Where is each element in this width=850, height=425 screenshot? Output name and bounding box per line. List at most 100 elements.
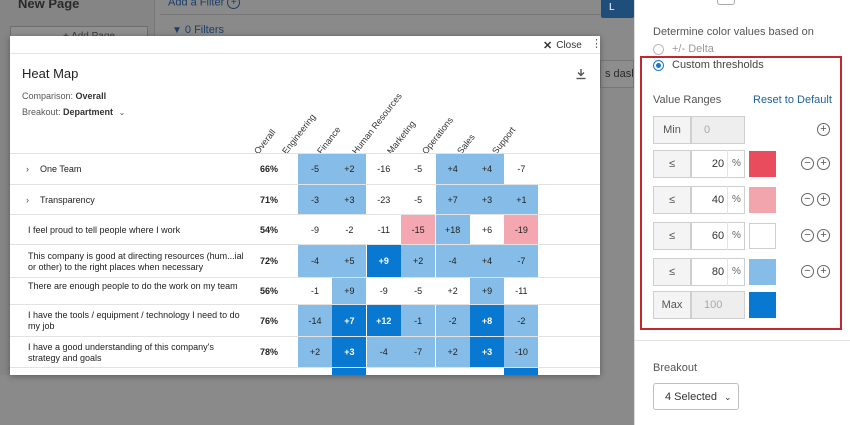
heat-map-cell: -1: [298, 278, 333, 305]
settings-panel: Determine color values based on +/- Delt…: [634, 0, 850, 425]
remove-circle-icon[interactable]: −: [801, 193, 814, 206]
color-swatch[interactable]: [749, 151, 776, 177]
range-operator: Max: [653, 291, 691, 319]
table-row: I have a good understanding of this comp…: [10, 336, 600, 368]
heat-map-cell: -5: [401, 185, 437, 215]
remove-circle-icon[interactable]: −: [801, 157, 814, 170]
radio-custom-label: Custom thresholds: [672, 59, 764, 71]
column-header: Finance: [315, 124, 343, 156]
table-row[interactable]: › One Team 66% -5 +2 -16 -5 +4 +4 -7: [10, 153, 600, 185]
heat-map-cell: +4: [435, 154, 471, 185]
table-row[interactable]: › Transparency 71% -3 +3 -23 -5 +7 +3 +1: [10, 184, 600, 215]
row-label[interactable]: › One Team: [26, 164, 244, 175]
percent-symbol: %: [727, 150, 745, 178]
heat-map-title: Heat Map: [22, 66, 79, 81]
breakout-value: Department: [63, 107, 114, 117]
close-button[interactable]: ✕ Close: [543, 39, 582, 52]
chevron-right-icon[interactable]: ›: [26, 195, 29, 205]
primary-action-button[interactable]: L: [601, 0, 634, 18]
heat-map-cell: [470, 368, 505, 375]
heat-map-cell: +2: [435, 337, 471, 368]
row-label-text: I feel proud to tell people where I work: [28, 225, 181, 235]
row-label-text: I have a good understanding of this comp…: [28, 342, 214, 363]
primary-action-label: L: [609, 2, 615, 13]
range-value-input[interactable]: 60: [691, 222, 745, 250]
range-value-input[interactable]: 20: [691, 150, 745, 178]
breakout-dropdown[interactable]: Breakout: Department ⌄: [22, 107, 125, 117]
close-label: Close: [556, 40, 582, 51]
table-row: I feel proud to tell people where I work…: [10, 214, 600, 245]
range-operator: ≤: [653, 222, 691, 250]
color-swatch[interactable]: [749, 292, 776, 318]
row-label: This company is good at directing resour…: [28, 251, 246, 273]
range-value-input[interactable]: 80: [691, 258, 745, 286]
heat-map-cell: -14: [298, 305, 333, 337]
column-header: Operations: [420, 115, 456, 156]
heat-map-cell: -9: [298, 215, 333, 245]
heat-map-cell: -11: [366, 215, 402, 245]
add-circle-icon[interactable]: +: [817, 265, 830, 278]
range-value: 80: [711, 266, 725, 278]
color-swatch[interactable]: [749, 223, 776, 249]
add-circle-icon[interactable]: +: [817, 229, 830, 242]
heat-map-cell: +4: [470, 245, 505, 278]
row-label: I feel proud to tell people where I work: [28, 225, 246, 236]
heat-map-cell: -1: [401, 305, 437, 337]
chevron-right-icon[interactable]: ›: [26, 164, 29, 174]
heat-map-cell: +9: [366, 245, 402, 278]
overall-score: 78%: [259, 347, 278, 357]
column-header: Overall: [252, 127, 278, 156]
filters-toggle[interactable]: ▼ 0 Filters: [172, 24, 224, 36]
heat-map-cell: -2: [504, 305, 540, 337]
row-label-text: This company is good at directing resour…: [28, 251, 244, 272]
range-value: 60: [711, 230, 725, 242]
heat-map-cell: [332, 368, 368, 375]
heat-map-cell: +3: [470, 337, 505, 368]
range-value: 20: [711, 158, 725, 170]
add-filter-link[interactable]: Add a Filter +: [168, 0, 241, 9]
overall-score: 76%: [259, 316, 278, 326]
remove-circle-icon[interactable]: −: [801, 229, 814, 242]
range-value-input[interactable]: 40: [691, 186, 745, 214]
background-footer: [0, 375, 634, 425]
overall-score: 56%: [259, 286, 278, 296]
add-filter-label: Add a Filter: [168, 0, 225, 9]
radio-delta[interactable]: +/- Delta: [653, 43, 714, 55]
table-row: [10, 367, 600, 375]
heat-map-cell: [435, 368, 471, 375]
percent-symbol: %: [727, 222, 745, 250]
add-circle-icon[interactable]: +: [817, 157, 830, 170]
overall-score: 66%: [259, 164, 278, 174]
remove-circle-icon[interactable]: −: [801, 265, 814, 278]
reset-to-default-link[interactable]: Reset to Default: [753, 94, 832, 106]
add-circle-icon[interactable]: +: [817, 123, 830, 136]
range-value-input: 100: [691, 291, 745, 319]
heat-map-cell: -10: [504, 337, 540, 368]
panel-top-control[interactable]: [717, 0, 735, 5]
radio-delta-circle: [653, 43, 664, 55]
comparison-info: Comparison: Overall: [22, 91, 106, 101]
color-swatch[interactable]: [749, 259, 776, 285]
heat-map-cell: -23: [366, 185, 402, 215]
comparison-value: Overall: [75, 91, 107, 101]
radio-custom-thresholds[interactable]: Custom thresholds: [653, 59, 764, 71]
range-operator: ≤: [653, 258, 691, 286]
modal-toolbar: ✕ Close ⋮: [10, 36, 600, 54]
heat-map-cell: -4: [298, 245, 333, 278]
heat-map-cell: +2: [298, 337, 333, 368]
kebab-menu-icon[interactable]: ⋮: [591, 38, 600, 50]
range-operator: Min: [653, 116, 691, 144]
add-circle-icon[interactable]: +: [817, 193, 830, 206]
heat-map-cell: -11: [504, 278, 540, 305]
breakout-select-value: 4 Selected: [665, 391, 717, 403]
download-icon[interactable]: [575, 68, 587, 80]
heat-map-cell: +1: [504, 185, 540, 215]
color-swatch[interactable]: [749, 187, 776, 213]
breakout-select[interactable]: 4 Selected ⌄: [653, 383, 739, 410]
row-label: I have a good understanding of this comp…: [28, 342, 246, 364]
column-header: Marketing: [385, 118, 418, 156]
row-label[interactable]: › Transparency: [26, 195, 244, 206]
row-label: I have the tools / equipment / technolog…: [28, 310, 246, 332]
dashboard-name-field: s dash: [600, 60, 634, 88]
heat-map-cell: +7: [435, 185, 471, 215]
